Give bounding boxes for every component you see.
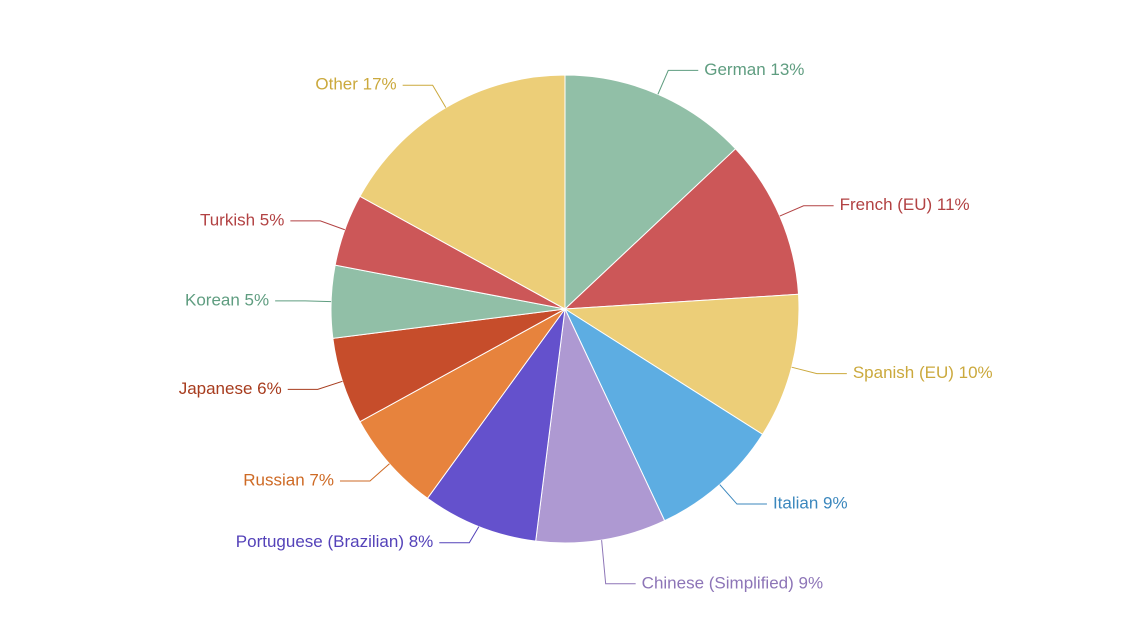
pie-leader-line bbox=[780, 206, 834, 216]
pie-leader-line bbox=[340, 464, 390, 481]
pie-leader-line bbox=[602, 540, 636, 584]
pie-slice-label: Italian 9% bbox=[773, 494, 848, 513]
language-pie-chart: German 13% French (EU) 11% Spanish (EU) 10… bbox=[0, 0, 1130, 618]
pie-leader-line bbox=[288, 381, 343, 389]
pie-leader-line bbox=[275, 301, 331, 302]
pie-leader-line bbox=[720, 485, 767, 505]
pie-slice-label: German 13% bbox=[704, 60, 804, 79]
pie-slice-label: Turkish 5% bbox=[200, 210, 284, 229]
pie-slice-label: Chinese (Simplified) 9% bbox=[642, 573, 823, 592]
pie-slice-label: Spanish (EU) 10% bbox=[853, 363, 993, 382]
pie-slice-label: French (EU) 11% bbox=[840, 195, 970, 214]
pie-leader-line bbox=[439, 527, 479, 543]
pie-leader-line bbox=[658, 70, 698, 94]
pie-leader-line bbox=[290, 221, 344, 230]
pie-chart-svg: German 13% French (EU) 11% Spanish (EU) 10… bbox=[0, 0, 1130, 618]
pie-leader-line bbox=[792, 367, 847, 373]
pie-slice-label: Korean 5% bbox=[185, 290, 269, 309]
pie-slice-label: Portuguese (Brazilian) 8% bbox=[236, 532, 433, 551]
pie-slice-label: Russian 7% bbox=[243, 470, 334, 489]
pie-slice-label: Japanese 6% bbox=[179, 379, 282, 398]
pie-leader-line bbox=[403, 85, 446, 107]
pie-slice-label: Other 17% bbox=[315, 75, 396, 94]
